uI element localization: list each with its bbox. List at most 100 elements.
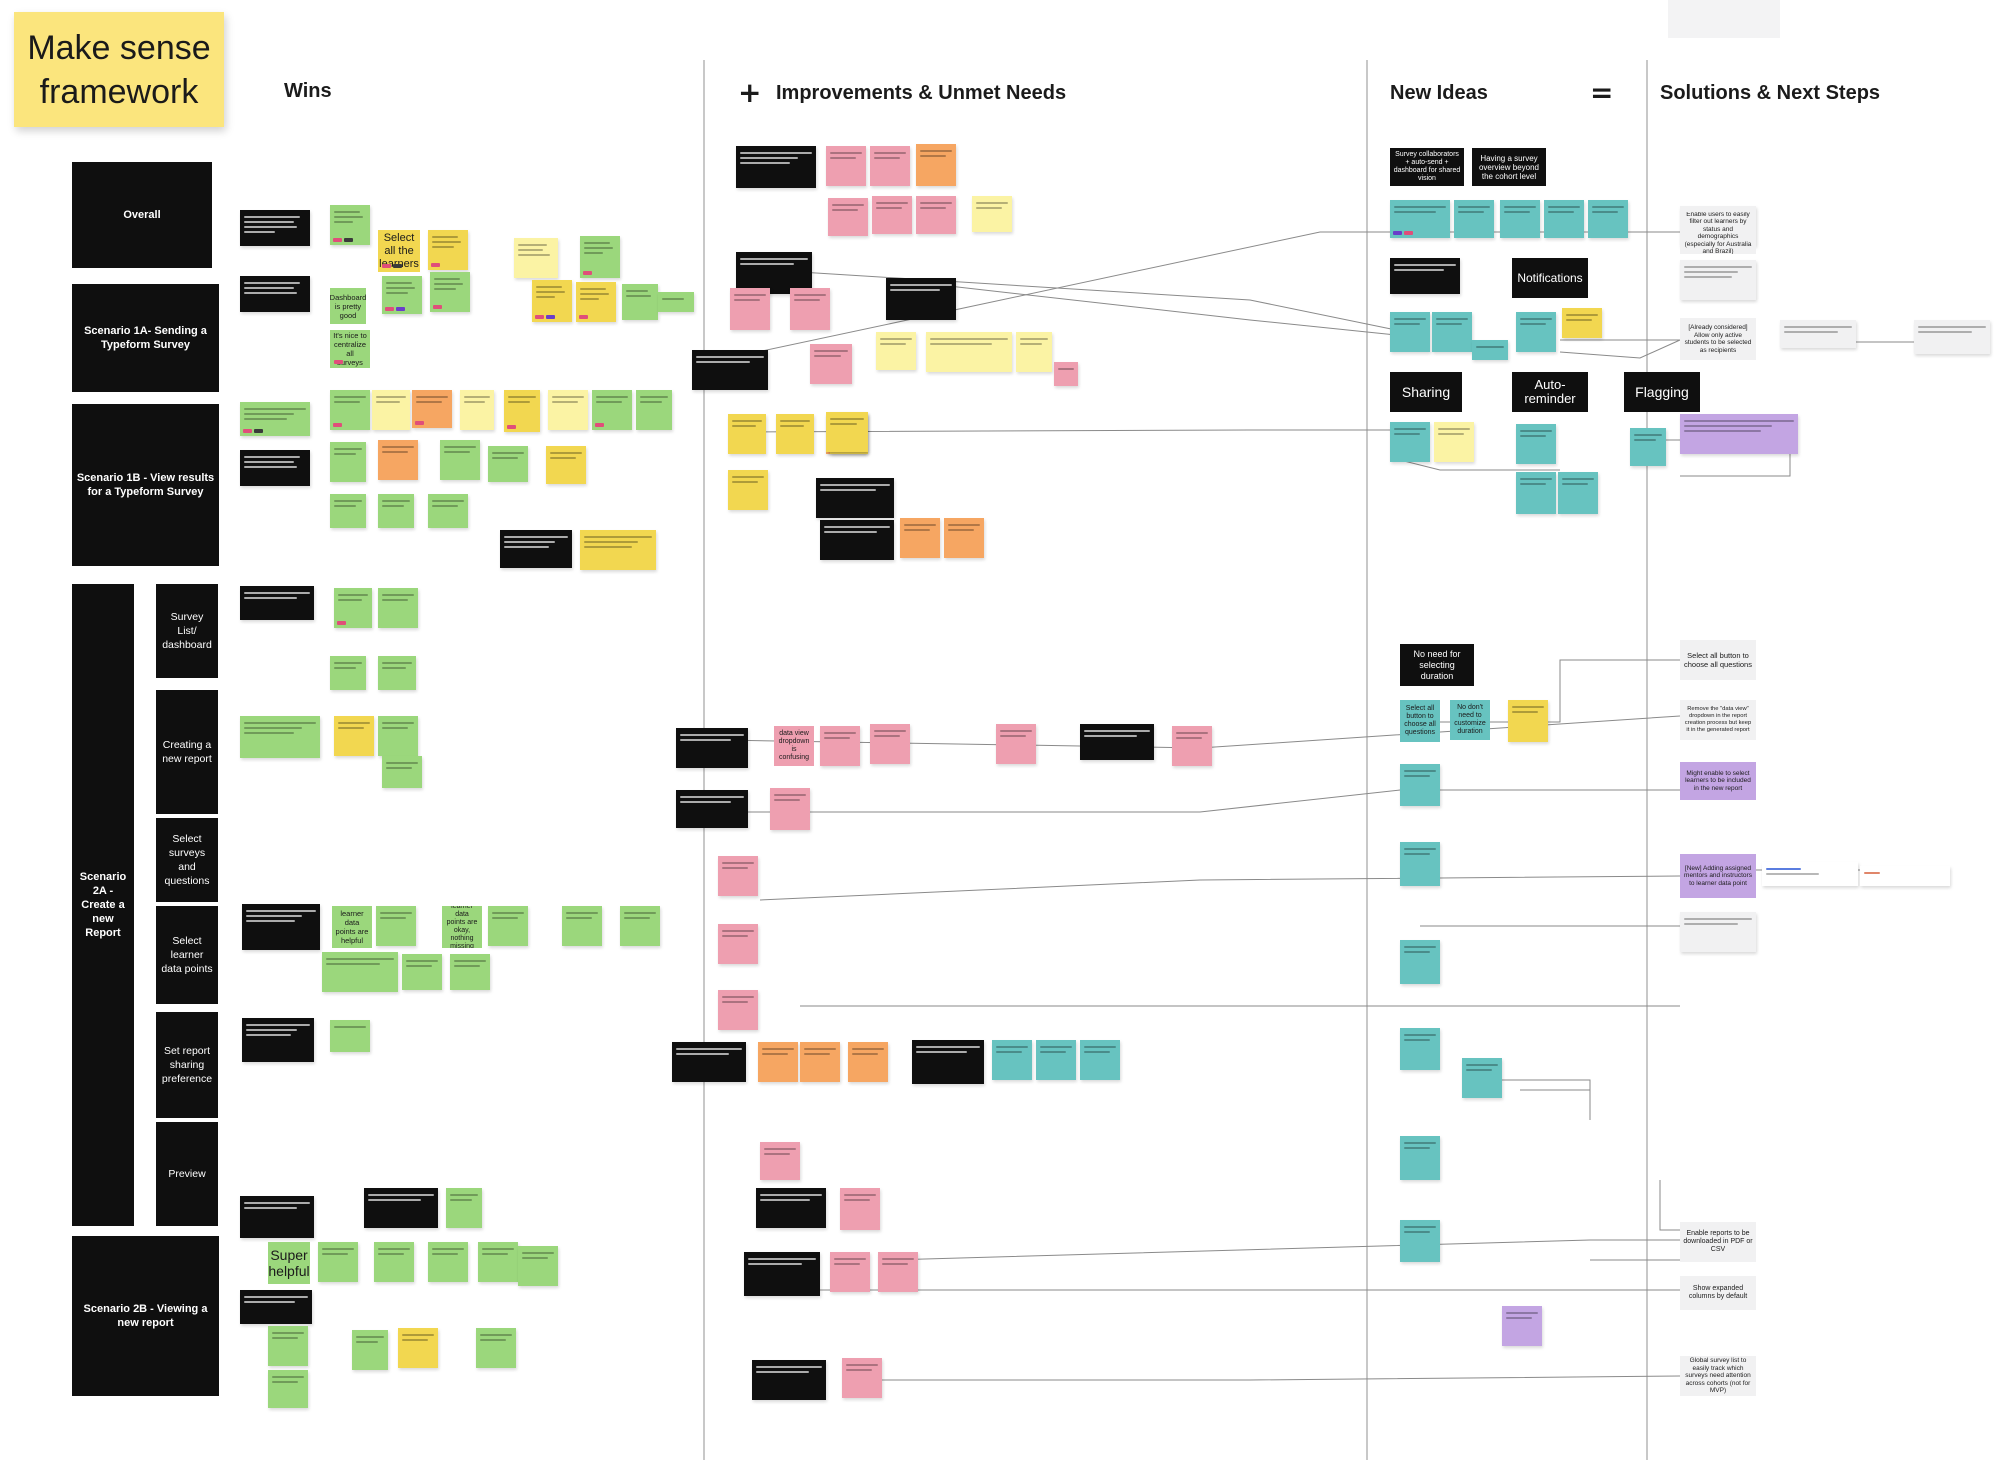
sticky-note[interactable] (810, 344, 852, 384)
sticky-note[interactable] (870, 724, 910, 764)
sticky-note[interactable] (242, 1018, 314, 1062)
sticky-note[interactable] (240, 210, 310, 246)
sticky-note[interactable] (756, 1188, 826, 1228)
sticky-note[interactable] (240, 586, 314, 620)
sticky-note[interactable] (944, 518, 984, 558)
sticky-note[interactable] (1680, 912, 1756, 952)
sticky-note[interactable] (1390, 312, 1430, 352)
sticky-note[interactable] (1762, 862, 1858, 886)
solution-global-survey-list[interactable]: Global survey list to easily track which… (1680, 1356, 1756, 1396)
sticky-note[interactable] (1500, 200, 1540, 238)
sticky-note[interactable] (1462, 1058, 1502, 1098)
sticky-note[interactable] (322, 952, 398, 992)
sticky-note[interactable] (728, 414, 766, 454)
sticky-note[interactable] (876, 332, 916, 370)
sticky-note[interactable] (378, 440, 418, 480)
sticky-note[interactable] (330, 442, 366, 482)
sticky-note[interactable] (330, 494, 366, 528)
sticky-note[interactable] (592, 390, 632, 430)
sticky-note[interactable] (1680, 414, 1798, 454)
sticky-note[interactable] (744, 1252, 820, 1296)
sticky-note[interactable] (562, 906, 602, 946)
idea-notifications[interactable]: Notifications (1512, 258, 1588, 298)
sticky-note[interactable] (636, 390, 672, 430)
sticky-note[interactable] (736, 252, 812, 294)
sticky-note[interactable] (240, 450, 310, 486)
sticky-note[interactable] (268, 1326, 308, 1366)
sticky-note[interactable] (1562, 308, 1602, 338)
sticky-note[interactable] (1914, 320, 1990, 354)
sticky-note[interactable] (546, 446, 586, 484)
sticky-note-select-all-learners[interactable]: Select all the learners (378, 230, 420, 272)
sticky-note[interactable] (826, 412, 868, 452)
sticky-note[interactable] (676, 728, 748, 768)
sticky-note[interactable] (1516, 472, 1556, 514)
sticky-note[interactable] (478, 1242, 518, 1282)
sticky-note[interactable] (992, 1040, 1032, 1080)
sticky-note[interactable] (412, 390, 452, 428)
sticky-note[interactable] (916, 196, 956, 234)
sticky-note[interactable] (446, 1188, 482, 1228)
sticky-note[interactable] (1054, 362, 1078, 386)
sticky-note[interactable] (828, 198, 868, 236)
sticky-note[interactable] (1400, 1028, 1440, 1070)
sticky-note[interactable] (504, 390, 540, 432)
sticky-note[interactable] (430, 272, 470, 312)
solution-adding-mentors[interactable]: [New] Adding assigned mentors and instru… (1680, 854, 1756, 898)
sticky-note[interactable] (728, 470, 768, 510)
sticky-note[interactable] (376, 906, 416, 946)
sticky-note[interactable] (842, 1358, 882, 1398)
sticky-note[interactable] (878, 1252, 918, 1292)
sticky-note[interactable] (816, 478, 894, 518)
sticky-note[interactable] (1080, 724, 1154, 760)
sticky-note[interactable] (352, 1330, 388, 1370)
idea-auto-reminder[interactable]: Auto-reminder (1512, 372, 1588, 412)
sticky-note[interactable] (518, 1246, 558, 1286)
sticky-note[interactable] (378, 588, 418, 628)
sticky-note[interactable] (240, 1290, 312, 1324)
solution-remove-data-view[interactable]: Remove the "data view" dropdown in the r… (1680, 700, 1756, 740)
sticky-note[interactable] (1390, 422, 1430, 462)
sticky-note-super-helpful[interactable]: Super helpful (268, 1242, 310, 1284)
sticky-note[interactable] (330, 1020, 370, 1052)
sticky-note[interactable] (672, 1042, 746, 1082)
sticky-note[interactable] (580, 236, 620, 278)
sticky-note[interactable] (1400, 940, 1440, 984)
sticky-note[interactable] (374, 1242, 414, 1282)
solution-already-considered[interactable]: [Already considered] Allow only active s… (1680, 318, 1756, 360)
idea-no-need-customize[interactable]: No don't need to customize duration (1450, 700, 1490, 740)
sticky-note[interactable] (440, 440, 480, 480)
sticky-note[interactable] (240, 716, 320, 758)
sticky-note[interactable] (450, 954, 490, 990)
sticky-note[interactable] (790, 288, 830, 330)
sticky-note[interactable] (1400, 764, 1440, 806)
sticky-note[interactable] (1558, 472, 1598, 514)
sticky-note[interactable] (240, 1196, 314, 1238)
idea-select-all-button[interactable]: Select all button to choose all question… (1400, 700, 1440, 742)
sticky-note[interactable] (872, 196, 912, 234)
sticky-note-data-view[interactable]: data view dropdown is confusing (774, 726, 814, 766)
sticky-note[interactable] (378, 716, 418, 756)
sticky-note[interactable] (718, 856, 758, 896)
sticky-note[interactable] (428, 230, 468, 270)
sticky-note[interactable] (378, 656, 416, 690)
sticky-note[interactable] (1680, 260, 1756, 300)
sticky-note[interactable] (334, 716, 374, 756)
sticky-note[interactable] (398, 1328, 438, 1368)
sticky-note[interactable] (972, 196, 1012, 232)
sticky-note[interactable] (848, 1042, 888, 1082)
sticky-note[interactable] (1432, 312, 1472, 352)
sticky-note[interactable] (770, 788, 810, 830)
sticky-note-centralize[interactable]: It's nice to centralize all surveys (330, 330, 370, 368)
sticky-note[interactable] (776, 414, 814, 454)
idea-survey-overview[interactable]: Having a survey overview beyond the coho… (1472, 148, 1546, 186)
sticky-note[interactable] (1390, 200, 1450, 238)
sticky-note[interactable] (532, 280, 572, 322)
sticky-note[interactable] (330, 656, 366, 690)
sticky-note[interactable] (622, 284, 658, 320)
sticky-note[interactable] (330, 205, 370, 245)
sticky-note[interactable] (752, 1360, 826, 1400)
sticky-note[interactable] (1630, 428, 1666, 466)
solution-filter-learners[interactable]: Enable users to easily filter out learne… (1680, 212, 1756, 254)
